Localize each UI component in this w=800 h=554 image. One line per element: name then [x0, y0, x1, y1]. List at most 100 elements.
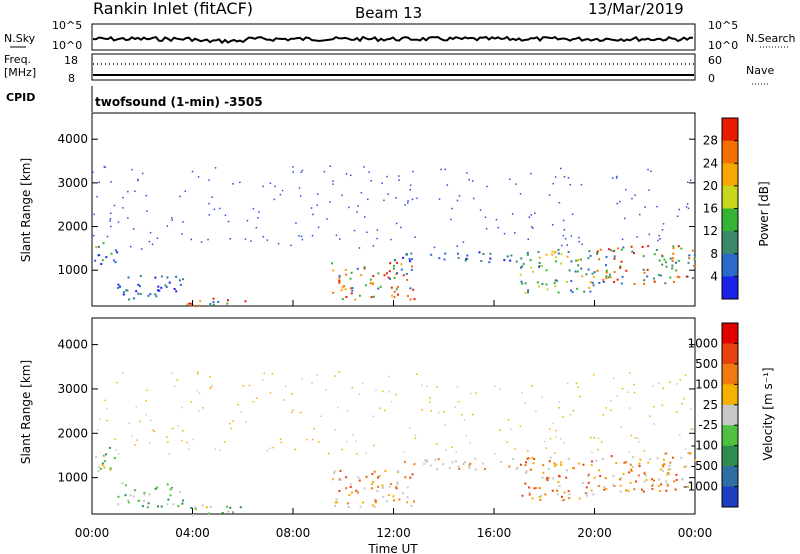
backscatter-point [402, 492, 404, 495]
backscatter-point [540, 494, 543, 497]
backscatter-point [133, 297, 135, 300]
backscatter-point [667, 471, 670, 474]
backscatter-point [549, 456, 552, 459]
sparse-point [690, 408, 692, 410]
backscatter-point [693, 265, 696, 268]
backscatter-point [406, 496, 409, 499]
backscatter-point [646, 268, 649, 271]
colorbar-tick-label: 1000 [687, 336, 718, 350]
backscatter-point [589, 281, 592, 284]
backscatter-point [633, 488, 636, 491]
backscatter-point [519, 273, 522, 276]
backscatter-point [403, 460, 406, 463]
sparse-point [656, 205, 658, 208]
sparse-point [544, 440, 546, 443]
sparse-point [294, 448, 296, 451]
sparse-point [499, 429, 501, 432]
sparse-point [610, 409, 612, 411]
sparse-point [535, 410, 537, 412]
backscatter-point [113, 457, 116, 459]
backscatter-point [117, 286, 120, 289]
sparse-point [429, 397, 431, 399]
sparse-point [317, 193, 319, 195]
backscatter-point [109, 467, 112, 470]
sparse-point [416, 373, 418, 375]
backscatter-point [148, 493, 151, 496]
sparse-point [390, 238, 392, 241]
backscatter-point [557, 481, 560, 484]
backscatter-point [528, 486, 531, 489]
backscatter-point [217, 300, 220, 303]
sparse-point [176, 379, 178, 381]
backscatter-point [591, 281, 594, 284]
backscatter-point [143, 493, 146, 496]
backscatter-point [489, 252, 492, 255]
backscatter-point [609, 249, 612, 252]
sparse-point [257, 217, 259, 219]
backscatter-point [382, 495, 385, 498]
backscatter-point [465, 258, 467, 261]
sparse-point [648, 189, 650, 191]
backscatter-point [349, 486, 352, 488]
backscatter-point [664, 282, 667, 285]
backscatter-point [598, 469, 601, 472]
y-tick-label: 3000 [57, 382, 88, 396]
backscatter-point [532, 270, 535, 273]
backscatter-point [94, 259, 97, 262]
backscatter-point [672, 280, 675, 283]
sparse-point [177, 425, 180, 427]
sparse-point [324, 389, 327, 391]
sparse-point [214, 167, 217, 169]
sparse-point [200, 241, 203, 243]
backscatter-point [191, 513, 194, 516]
backscatter-point [393, 259, 396, 261]
backscatter-point [338, 490, 341, 492]
backscatter-point [166, 503, 169, 506]
backscatter-point [691, 277, 694, 280]
backscatter-point [124, 494, 127, 497]
sparse-point [444, 168, 446, 171]
sparse-point [486, 185, 488, 188]
backscatter-point [666, 483, 669, 485]
backscatter-point [553, 282, 556, 284]
beam-title: Beam 13 [355, 4, 422, 22]
backscatter-point [226, 302, 229, 305]
sparse-point [139, 420, 141, 423]
backscatter-point [651, 487, 654, 490]
backscatter-point [589, 290, 592, 293]
backscatter-point [632, 456, 635, 459]
nave-tick-bottom: 0 [708, 72, 715, 85]
backscatter-point [665, 265, 668, 268]
backscatter-point [413, 500, 415, 503]
backscatter-point [605, 264, 607, 267]
backscatter-point [478, 251, 481, 254]
backscatter-point [124, 484, 127, 487]
sparse-point [358, 247, 361, 249]
backscatter-point [429, 464, 432, 467]
colorbar-segment [722, 486, 738, 508]
sparse-point [676, 215, 679, 217]
backscatter-point [175, 275, 178, 278]
backscatter-point [143, 500, 145, 502]
backscatter-point [413, 298, 416, 301]
backscatter-point [688, 257, 691, 260]
sparse-point [318, 441, 320, 443]
backscatter-point [529, 259, 532, 262]
sparse-point [110, 225, 112, 228]
backscatter-point [619, 484, 622, 487]
sparse-point [621, 387, 624, 390]
sparse-point [104, 399, 106, 402]
colorbar-segment [722, 276, 738, 300]
backscatter-point [605, 271, 608, 274]
nsky-tick-bottom: 10^0 [52, 39, 82, 52]
backscatter-point [133, 489, 136, 492]
backscatter-point [411, 473, 414, 476]
backscatter-point [333, 470, 336, 473]
backscatter-point [642, 268, 645, 271]
backscatter-point [669, 257, 672, 260]
sparse-point [530, 226, 533, 228]
sparse-point [202, 407, 204, 409]
velocity-y-ticks: 1000 2000 3000 4000 [57, 338, 695, 485]
backscatter-point [165, 285, 168, 288]
backscatter-point [545, 283, 548, 286]
